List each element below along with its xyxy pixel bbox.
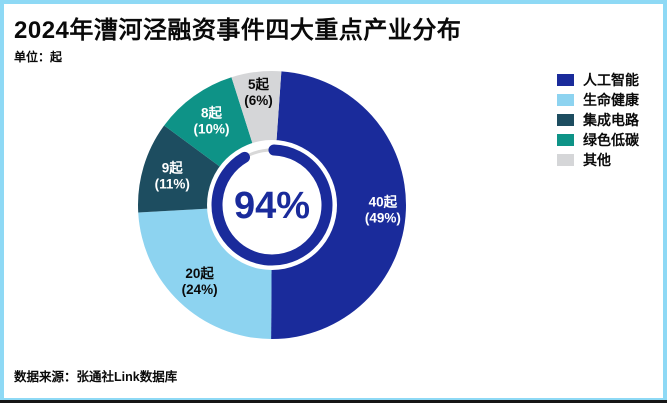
slice-label-3: 9起(11%) xyxy=(155,159,190,191)
legend-label: 其他 xyxy=(583,152,611,168)
pie-slice-1 xyxy=(271,71,406,340)
legend-swatch-icon xyxy=(557,74,574,86)
unit-label: 单位：起 xyxy=(14,50,63,64)
data-source: 数据来源：张通社Link数据库 xyxy=(14,370,178,384)
legend-label: 绿色低碳 xyxy=(583,132,639,148)
slice-label-4: 8起(10%) xyxy=(193,104,229,136)
legend-label: 生命健康 xyxy=(583,92,639,108)
legend-label: 集成电路 xyxy=(583,112,639,128)
legend-swatch-icon xyxy=(557,114,574,126)
legend-item-2: 生命健康 xyxy=(557,90,662,110)
slice-label-2: 20起(24%) xyxy=(182,265,218,297)
legend-label: 人工智能 xyxy=(583,72,639,88)
donut-hole xyxy=(207,140,337,270)
bottom-edge-line xyxy=(0,400,667,403)
slice-label-1: 40起(49%) xyxy=(365,193,401,225)
legend-item-1: 人工智能 xyxy=(557,70,662,90)
center-percentage: 94% xyxy=(234,185,310,227)
legend-swatch-icon xyxy=(557,134,574,146)
progress-ring xyxy=(211,144,333,266)
legend-swatch-icon xyxy=(557,94,574,106)
chart-title: 2024年漕河泾融资事件四大重点产业分布 xyxy=(14,17,462,44)
legend-item-3: 集成电路 xyxy=(557,110,662,130)
legend-item-5: 其他 xyxy=(557,150,662,170)
slice-label-5: 5起(6%) xyxy=(244,76,273,108)
legend: 人工智能生命健康集成电路绿色低碳其他 xyxy=(557,70,662,170)
legend-swatch-icon xyxy=(557,154,574,166)
legend-item-4: 绿色低碳 xyxy=(557,130,662,150)
